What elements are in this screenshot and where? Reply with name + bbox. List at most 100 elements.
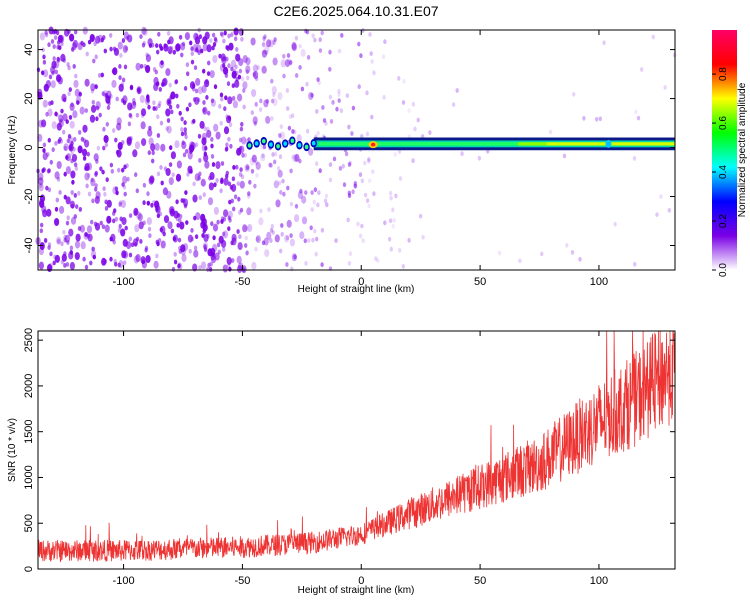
spectrogram-cell	[51, 29, 56, 35]
spectrogram-cell	[180, 42, 186, 51]
spectrogram-cell	[156, 213, 161, 219]
spectrogram-cell	[129, 136, 133, 141]
spectrogram-cell	[367, 156, 371, 162]
spectrogram-cell	[186, 71, 190, 77]
spectrogram-cell	[101, 169, 105, 175]
spectrogram-cell	[216, 242, 221, 248]
spectrogram-cell	[121, 167, 125, 173]
spectrogram-cell	[663, 85, 667, 90]
spectrogram-cell	[289, 60, 293, 65]
spectrogram-cell	[110, 233, 116, 242]
spectrogram-cell	[231, 70, 237, 79]
spectrogram-cell	[67, 91, 71, 97]
spectrogram-cell	[87, 173, 91, 178]
spectrogram-cell	[227, 136, 231, 142]
spectrogram-cell	[251, 89, 257, 97]
spectrogram-cell	[102, 126, 106, 132]
spectrogram-cell	[391, 207, 395, 213]
snr-x-ticks: -100 -50 0 50 100	[113, 331, 608, 587]
spectrogram-cell	[135, 112, 140, 118]
spectrogram-cell	[101, 91, 106, 97]
spectrogram-cell	[48, 74, 53, 80]
spectrogram-cell	[306, 55, 311, 60]
spectrogram-cell	[301, 216, 308, 225]
spectrogram-cell	[53, 35, 58, 40]
spectrogram-cell	[90, 178, 96, 187]
spectrogram-cell	[73, 137, 77, 142]
spectrogram-cell	[207, 60, 211, 66]
spectrogram-cell	[74, 29, 78, 35]
spectrogram-cell	[67, 65, 71, 71]
spectrogram-cell	[286, 53, 291, 58]
spectrogram-cell	[198, 265, 202, 270]
spectrogram-cell	[56, 74, 62, 83]
spectrogram-cell	[77, 42, 83, 51]
spectrogram-cell	[300, 48, 306, 57]
spectrogram-cell	[147, 104, 151, 110]
spectrogram-cell	[291, 253, 297, 262]
spectrogram-cell	[140, 108, 147, 117]
ridge-segment	[361, 142, 369, 146]
spectrogram-cell	[159, 120, 164, 126]
spectrogram-cell	[209, 172, 215, 180]
spectrogram-cell	[61, 253, 67, 262]
spectrogram-cell	[73, 193, 78, 198]
spectrogram-cell	[223, 106, 227, 112]
spectrogram-cell	[156, 49, 160, 55]
spectrogram-cell	[167, 99, 171, 105]
x-tick-label: 50	[474, 575, 486, 587]
spectrogram-cell	[87, 191, 92, 197]
spectrogram-cell	[328, 177, 333, 183]
spectrogram-cell	[337, 88, 341, 94]
y-tick-label: 1000	[23, 465, 35, 489]
spectrogram-cell	[62, 129, 66, 135]
spectrogram-cell	[167, 39, 171, 45]
spectrogram-cell	[84, 78, 90, 87]
spectrogram-cell	[53, 254, 57, 260]
spectrogram-cell	[75, 204, 79, 210]
ridge-segment	[446, 142, 455, 146]
spectrogram-cell	[82, 138, 87, 144]
spectrogram-cell	[179, 221, 185, 230]
spectrogram-cell	[123, 191, 127, 197]
spectrogram-cell	[168, 177, 174, 186]
spectrogram-cell	[60, 53, 66, 62]
ridge-segment	[389, 142, 398, 146]
spectrogram-cell	[253, 71, 259, 79]
spectrogram-cell	[121, 140, 125, 145]
y-tick-label: 500	[23, 514, 35, 532]
spectrogram-cell	[317, 190, 321, 196]
spectrogram-cell	[60, 108, 64, 114]
snr-y-label: SNR (10 * v/v)	[7, 418, 18, 482]
spectrogram-cell	[329, 119, 334, 124]
spectrogram-cell	[227, 215, 231, 221]
spectrogram-cell	[365, 198, 370, 204]
ridge-segment	[418, 142, 426, 146]
spectrogram-cell	[148, 43, 153, 48]
spectrogram-cell	[70, 203, 75, 209]
spectrogram-cell	[176, 103, 180, 109]
spectrogram-cell	[291, 129, 295, 134]
spectrogram-cell	[264, 249, 270, 258]
spectrogram-cell	[365, 90, 369, 96]
spectrogram-cell	[94, 54, 98, 60]
spectrogram-cell	[289, 233, 293, 239]
spectrogram-cell	[38, 177, 44, 186]
spectrogram-cell	[361, 238, 365, 244]
spectrogram-cell	[39, 32, 46, 41]
spectrogram-cell	[54, 218, 60, 226]
spectrogram-cell	[109, 33, 113, 38]
spectrogram-cell	[477, 155, 482, 161]
spectrogram-cell	[261, 65, 267, 74]
spectrogram-cell	[94, 195, 100, 204]
spectrogram-cell	[225, 146, 229, 152]
spectrogram-cell	[367, 203, 371, 209]
spectrogram-cell	[114, 216, 119, 222]
spectrogram-cell	[225, 173, 229, 179]
spectrogram-cell	[228, 199, 232, 205]
spectrogram-cell	[224, 73, 229, 78]
ridge-blob-core	[304, 144, 309, 150]
spectrogram-cell	[165, 108, 171, 117]
spectrogram-cell	[298, 158, 302, 164]
spectrogram-cell	[245, 250, 249, 255]
